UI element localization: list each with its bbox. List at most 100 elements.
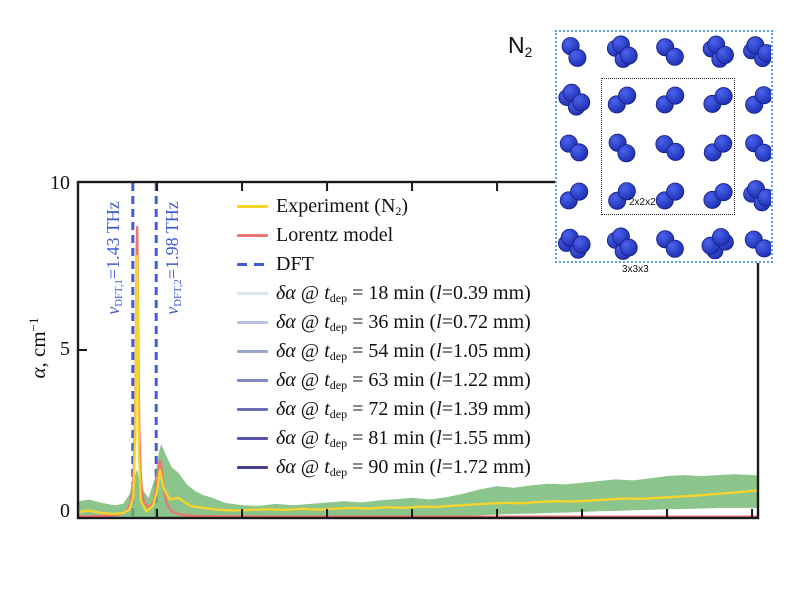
crystal-structure-inset: 2x2x2: [555, 30, 773, 263]
n2-molecule: [561, 37, 587, 67]
dft-frequency-label-1: νDFT,1=1.43 THz: [102, 183, 125, 333]
experiment-curve: [77, 254, 759, 516]
n2-molecule: [744, 230, 771, 258]
text-run: @: [295, 282, 325, 304]
text-run: DFT,2: [172, 279, 185, 307]
n2-molecule: [743, 36, 771, 68]
n2-molecule: [703, 134, 733, 162]
n2-atom: [665, 239, 684, 258]
n2-atom: [714, 134, 733, 153]
n2-atom: [754, 86, 771, 105]
n2-molecule: [656, 38, 684, 66]
legend-item-label: δα @ tdep = 54 min (l=1.05 mm): [276, 340, 531, 363]
legend-line-sample: [237, 321, 268, 324]
n2-atom: [617, 144, 636, 163]
n2-atom: [572, 235, 591, 254]
text-run: =1.43 THz: [103, 201, 123, 280]
n2-atom: [570, 182, 589, 201]
n2-atom: [714, 87, 733, 106]
text-run: ν: [103, 306, 123, 315]
text-run: t: [324, 456, 330, 478]
legend-item: δα @ tdep = 63 min (l=1.22 mm): [237, 366, 531, 395]
text-run: δα: [276, 456, 296, 478]
lorentz-model-curve: [78, 226, 758, 518]
n2-atom: [757, 44, 771, 63]
legend-item-label: Lorentz model: [276, 224, 393, 247]
n2-molecule: [702, 35, 734, 68]
y-tick-label-10: 10: [50, 172, 70, 194]
n2-molecule: [559, 134, 589, 162]
text-run: t: [324, 398, 330, 420]
text-run: , cm: [26, 331, 50, 368]
n2-molecule: [559, 182, 589, 210]
text-run: =1.05 mm): [441, 340, 531, 362]
text-run: δα: [276, 311, 296, 333]
n2-molecule: [703, 183, 733, 209]
legend-line-sample: [237, 234, 268, 237]
n2-atom: [572, 93, 591, 112]
n2-molecule: [656, 230, 684, 258]
n2-molecule-grid: [557, 35, 771, 260]
text-run: = 54 min (: [347, 340, 437, 362]
legend-line-sample: [237, 350, 268, 353]
text-run: −1: [25, 317, 41, 332]
n2-atom: [619, 46, 638, 65]
text-run: dep: [329, 320, 348, 335]
text-run: @: [295, 398, 325, 420]
text-run: t: [324, 282, 330, 304]
text-run: = 18 min (: [347, 282, 437, 304]
text-run: 2: [395, 204, 402, 219]
text-run: @: [295, 369, 325, 391]
text-run: δα: [276, 398, 296, 420]
text-run: l: [436, 340, 442, 362]
text-run: N: [508, 32, 525, 58]
y-axis-label: α, cm−1: [26, 273, 50, 423]
legend-item-label: DFT: [276, 253, 314, 276]
text-run: =0.39 mm): [441, 282, 531, 304]
legend-line-sample: [237, 205, 268, 208]
legend-item-label: δα @ tdep = 63 min (l=1.22 mm): [276, 369, 531, 392]
legend-line-sample: [237, 379, 268, 382]
n2-molecule: [745, 86, 771, 114]
n2-molecule: [655, 182, 685, 210]
n2-atom: [568, 48, 587, 67]
text-run: @: [295, 427, 325, 449]
text-run: = 36 min (: [347, 311, 437, 333]
n2-molecule: [608, 182, 636, 210]
text-run: @: [295, 456, 325, 478]
text-run: ): [401, 195, 409, 217]
text-run: =1.55 mm): [441, 427, 531, 449]
text-run: =1.72 mm): [441, 456, 531, 478]
n2-molecule: [558, 83, 591, 116]
n2-atom: [714, 183, 733, 202]
supercell-2x2x2-label: 2x2x2: [629, 197, 656, 208]
legend-item-label: δα @ tdep = 90 min (l=1.72 mm): [276, 456, 531, 479]
text-run: l: [436, 311, 442, 333]
text-run: l: [436, 282, 442, 304]
legend-item: δα @ tdep = 54 min (l=1.05 mm): [237, 337, 531, 366]
text-run: @: [295, 311, 325, 333]
n2-atom: [715, 45, 734, 65]
legend-line-sample: [237, 292, 268, 295]
n2-atom: [755, 239, 771, 258]
n2-atom: [618, 86, 637, 105]
n2-atom: [666, 86, 685, 105]
n2-atom: [711, 228, 730, 247]
supercell-3x3x3-label: 3x3x3: [622, 264, 649, 275]
legend-item: δα @ tdep = 90 min (l=1.72 mm): [237, 453, 531, 482]
text-run: t: [324, 311, 330, 333]
legend-item: δα @ tdep = 72 min (l=1.39 mm): [237, 395, 531, 424]
legend-item: δα @ tdep = 36 min (l=0.72 mm): [237, 308, 531, 337]
text-run: l: [436, 369, 442, 391]
text-run: =1.22 mm): [441, 369, 531, 391]
text-run: @: [295, 340, 325, 362]
text-run: dep: [329, 436, 348, 451]
text-run: δα: [276, 369, 296, 391]
legend-item-label: δα @ tdep = 18 min (l=0.39 mm): [276, 282, 531, 305]
n2-atom: [617, 182, 636, 201]
n2-molecule: [606, 227, 638, 260]
text-run: = 72 min (: [347, 398, 437, 420]
n2-atom: [666, 182, 685, 201]
